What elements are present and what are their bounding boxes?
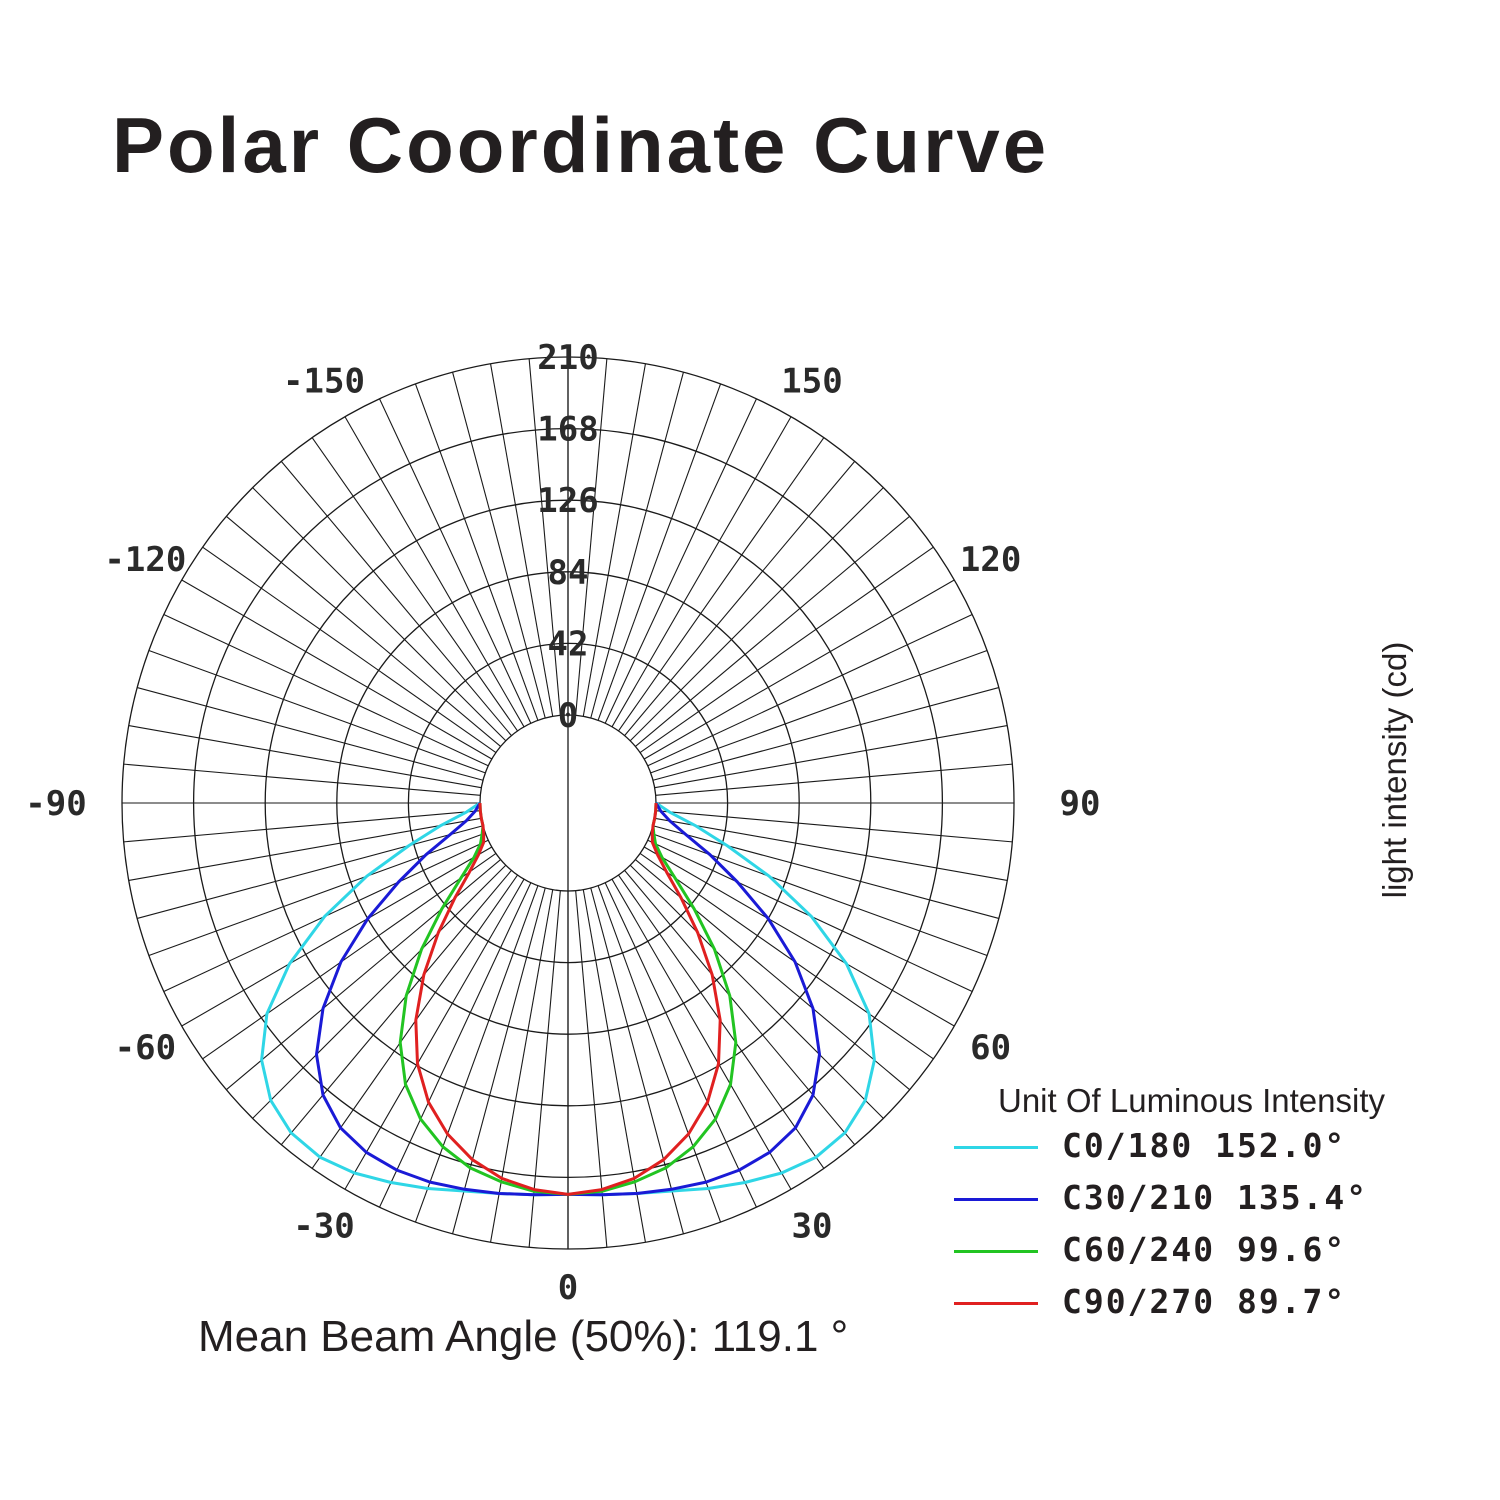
grid-spoke <box>639 546 934 753</box>
grid-spoke <box>582 889 646 1243</box>
radial-tick-0: 0 <box>558 696 578 736</box>
grid-spoke <box>611 878 792 1190</box>
grid-spoke <box>137 825 484 919</box>
unit-label: Unit Of Luminous Intensity <box>998 1082 1386 1119</box>
polar-grid <box>121 356 1015 1250</box>
grid-spoke <box>128 725 482 789</box>
grid-spoke <box>575 358 608 716</box>
grid-spoke <box>379 882 532 1208</box>
grid-spoke <box>148 649 486 774</box>
grid-spoke <box>528 358 561 716</box>
grid-spoke <box>452 372 546 719</box>
legend-swatch-c30 <box>954 1198 1038 1201</box>
polar-tick-labels: 0 42 84 126 168 210 0 30 60 90 120 150 -150 -120 -90 -6… <box>25 338 1100 1308</box>
angle-tick-120: 120 <box>960 540 1021 580</box>
legend-label-c30: C30/210 135.4° <box>1062 1178 1369 1217</box>
grid-spoke <box>590 372 684 719</box>
radial-tick-210: 210 <box>537 338 598 378</box>
angle-tick-90: 90 <box>1060 784 1101 824</box>
grid-spoke <box>181 846 493 1027</box>
grid-spoke <box>650 649 988 774</box>
grid-spoke <box>652 687 999 781</box>
grid-spoke <box>624 870 856 1146</box>
grid-spoke <box>650 832 988 957</box>
grid-spoke <box>452 887 546 1234</box>
grid-spoke <box>148 832 486 957</box>
grid-spoke <box>379 398 532 724</box>
page-title: Polar Coordinate Curve <box>112 101 1050 189</box>
grid-spoke <box>597 383 722 721</box>
grid-spoke <box>643 579 955 760</box>
angle-tick-0: 0 <box>558 1268 578 1308</box>
grid-spoke <box>629 864 884 1119</box>
grid-spoke <box>654 725 1008 789</box>
angle-tick--120: -120 <box>104 540 186 580</box>
series-curve-3 <box>414 802 722 1196</box>
grid-spoke <box>643 846 955 1027</box>
grid-spoke <box>655 763 1013 796</box>
angle-tick--90: -90 <box>25 784 86 824</box>
radial-tick-42: 42 <box>548 624 589 664</box>
grid-spoke <box>123 763 481 796</box>
grid-spoke <box>252 487 507 742</box>
angle-tick-150: 150 <box>781 361 842 401</box>
grid-spoke <box>652 825 999 919</box>
grid-spoke <box>629 487 884 742</box>
grid-spoke <box>128 817 482 881</box>
grid-spoke <box>604 398 757 724</box>
grid-spoke <box>654 817 1008 881</box>
grid-spoke <box>528 890 561 1248</box>
legend-swatch-c90 <box>954 1302 1038 1305</box>
angle-tick--150: -150 <box>283 361 365 401</box>
grid-spoke <box>311 437 518 732</box>
grid-spoke <box>639 853 934 1060</box>
grid-spoke <box>618 437 825 732</box>
legend-label-c0: C0/180 152.0° <box>1062 1126 1347 1165</box>
grid-spoke <box>344 416 525 728</box>
grid-spoke <box>202 853 497 1060</box>
grid-spoke <box>181 579 493 760</box>
grid-spoke <box>137 687 484 781</box>
grid-spoke <box>225 859 501 1091</box>
grid-spoke <box>582 363 646 717</box>
polar-curves <box>260 801 876 1197</box>
grid-spoke <box>635 859 911 1091</box>
legend-label-c90: C90/270 89.7° <box>1062 1282 1347 1321</box>
radial-tick-126: 126 <box>537 481 598 521</box>
grid-spoke <box>597 885 722 1223</box>
grid-spoke <box>414 383 539 721</box>
grid-spoke <box>635 515 911 747</box>
grid-spoke <box>624 460 856 736</box>
angle-tick--30: -30 <box>293 1207 354 1247</box>
grid-spoke <box>590 887 684 1234</box>
legend-swatch-c60 <box>954 1250 1038 1253</box>
mean-beam-angle: Mean Beam Angle (50%): 119.1 ° <box>198 1312 849 1361</box>
grid-spoke <box>611 416 792 728</box>
radial-tick-168: 168 <box>537 410 598 450</box>
grid-spoke <box>655 810 1013 843</box>
grid-spoke <box>414 885 539 1223</box>
grid-spoke <box>647 614 973 767</box>
grid-spoke <box>280 870 512 1146</box>
angle-tick-30: 30 <box>792 1207 833 1247</box>
legend-label-c60: C60/240 99.6° <box>1062 1230 1347 1269</box>
legend-swatch-c0 <box>954 1146 1038 1149</box>
angle-tick--60: -60 <box>115 1028 176 1068</box>
grid-spoke <box>575 890 608 1248</box>
grid-spoke <box>202 546 497 753</box>
grid-spoke <box>225 515 501 747</box>
angle-tick-60: 60 <box>970 1028 1011 1068</box>
grid-spoke <box>490 363 554 717</box>
grid-spoke <box>123 810 481 843</box>
grid-spoke <box>280 460 512 736</box>
grid-spoke <box>344 878 525 1190</box>
grid-spoke <box>163 614 489 767</box>
grid-spoke <box>604 882 757 1208</box>
grid-spoke <box>490 889 554 1243</box>
radial-tick-84: 84 <box>548 553 589 593</box>
radial-axis-label: light intensity (cd) <box>1376 641 1413 899</box>
grid-spoke <box>252 864 507 1119</box>
